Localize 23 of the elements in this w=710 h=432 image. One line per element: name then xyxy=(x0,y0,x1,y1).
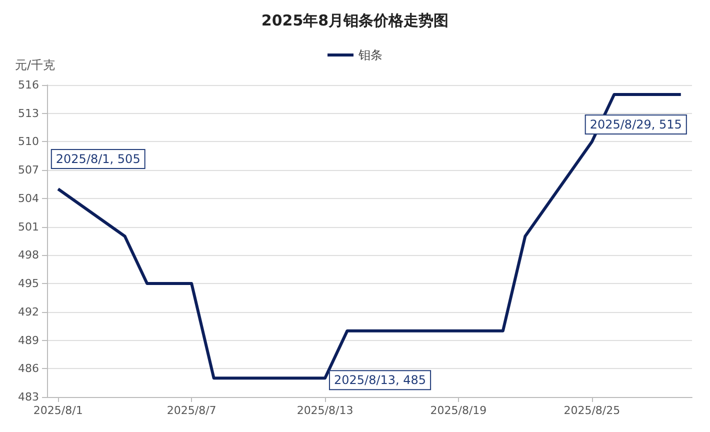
y-tick-label: 516 xyxy=(18,78,39,92)
y-tick-label: 507 xyxy=(18,164,39,177)
annotation: 2025/8/29, 515 xyxy=(590,117,682,132)
y-tick-label: 489 xyxy=(18,334,39,347)
legend-label: 钼条 xyxy=(358,48,382,62)
x-tick-label: 2025/8/25 xyxy=(564,404,620,417)
chart-title: 2025年8月钼条价格走势图 xyxy=(261,12,449,30)
x-tick-label: 2025/8/1 xyxy=(33,404,83,417)
y-axis-title: 元/千克 xyxy=(15,58,56,72)
x-tick-label: 2025/8/13 xyxy=(296,404,354,417)
y-tick-label: 501 xyxy=(18,220,39,234)
y-tick-label: 495 xyxy=(18,277,39,290)
y-tick-label: 486 xyxy=(18,362,39,376)
y-tick-label: 483 xyxy=(18,390,39,404)
annotation: 2025/8/1, 505 xyxy=(56,152,140,166)
y-tick-label: 498 xyxy=(18,248,39,262)
x-tick-label: 2025/8/7 xyxy=(166,404,216,417)
y-tick-label: 510 xyxy=(18,135,39,148)
y-tick-label: 492 xyxy=(18,305,39,318)
x-tick-label: 2025/8/19 xyxy=(430,404,487,417)
annotation: 2025/8/13, 485 xyxy=(334,373,426,388)
y-tick-label: 513 xyxy=(18,106,39,120)
y-tick-label: 504 xyxy=(18,192,39,205)
